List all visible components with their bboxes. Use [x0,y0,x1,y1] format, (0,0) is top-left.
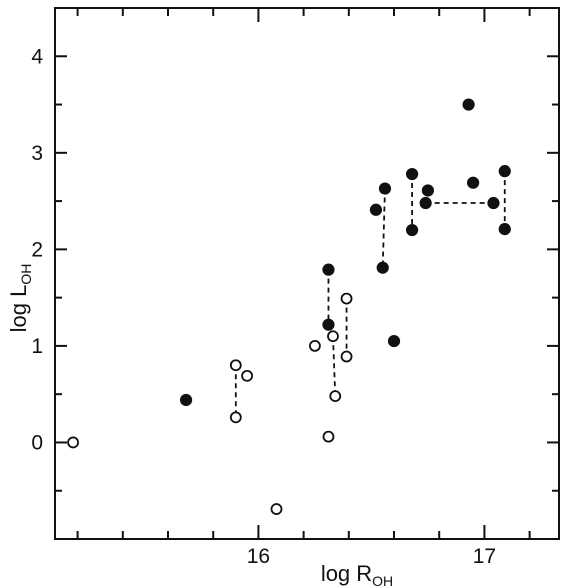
open-data-point [67,436,79,449]
open-data-point [241,369,254,382]
open-data-point [340,350,353,363]
filled-data-point [179,393,193,407]
filled-data-point [322,318,335,331]
filled-data-point [376,261,389,274]
filled-data-point [487,196,500,210]
filled-data-point [462,98,475,111]
dashed-link [381,188,386,268]
filled-data-point [405,223,419,237]
y-tick-label: 2 [31,238,43,261]
x-axis-label: log ROH [321,561,393,586]
filled-data-point [387,334,401,348]
open-data-point [340,292,353,305]
filled-data-point [421,184,435,197]
dashed-link [332,336,337,397]
filled-data-point [322,263,335,276]
tick-labels: 0 1 2 3 4 16 17 [31,45,496,568]
y-tick-label: 1 [31,335,43,358]
open-data-point [229,411,242,424]
open-data-point [322,430,335,443]
data-points [67,98,511,515]
dashed-links [234,171,506,418]
x-tick-label: 17 [473,545,496,568]
plot-frame [54,7,560,540]
filled-data-point [405,167,419,181]
filled-data-point [498,165,511,178]
filled-data-point [467,176,480,189]
filled-data-point [369,203,383,216]
open-data-point [229,359,242,372]
open-data-point [309,340,321,352]
open-data-point [329,390,342,403]
open-data-point [270,503,283,515]
axis-ticks [55,8,559,539]
y-tick-label: 4 [31,45,43,68]
y-tick-label: 0 [31,431,43,454]
filled-data-point [498,222,511,236]
open-data-point [327,330,339,343]
y-tick-label: 3 [31,142,43,165]
filled-data-point [419,196,432,210]
y-axis-label: log LOH [6,264,34,333]
x-tick-label: 16 [247,545,270,568]
filled-data-point [378,182,392,195]
